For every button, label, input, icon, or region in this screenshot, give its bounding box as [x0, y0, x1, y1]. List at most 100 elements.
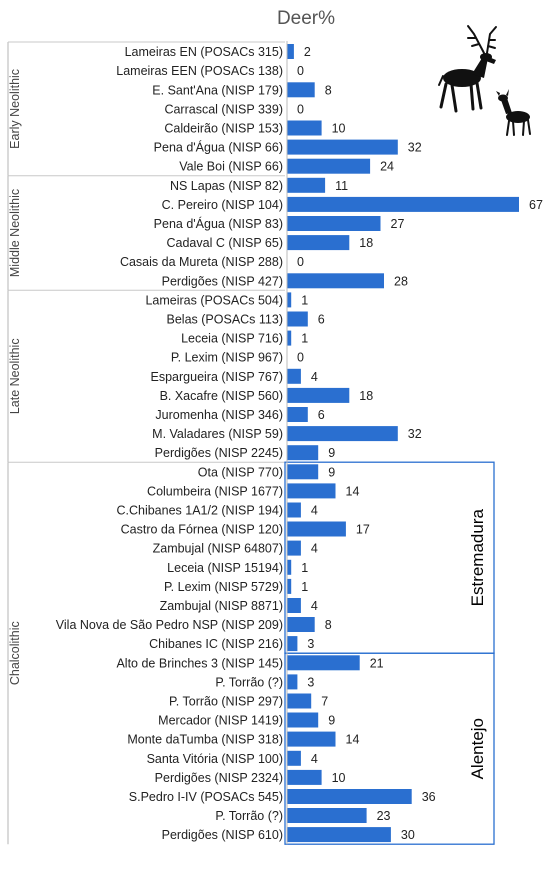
category-label: E. Sant'Ana (NISP 179)	[152, 83, 283, 97]
value-label: 0	[297, 255, 304, 269]
category-label: Perdigões (NISP 427)	[162, 274, 283, 288]
bar	[287, 464, 319, 480]
value-label: 11	[335, 179, 348, 193]
category-label: Castro da Fórnea (NISP 120)	[121, 523, 283, 537]
bar	[287, 578, 292, 594]
bar	[287, 693, 312, 709]
bar	[287, 177, 326, 193]
value-label: 32	[408, 427, 422, 441]
value-label: 1	[301, 580, 308, 594]
category-label: Lameiras EEN (POSACs 138)	[116, 64, 283, 78]
category-label: Cadaval C (NISP 65)	[167, 236, 284, 250]
period-label: Early Neolithic	[8, 69, 22, 149]
region-label: Alentejo	[468, 718, 487, 779]
bar	[287, 674, 298, 690]
category-label: P. Lexim (NISP 967)	[171, 351, 283, 365]
value-label: 4	[311, 599, 318, 613]
category-label: Casais da Mureta (NISP 288)	[120, 255, 283, 269]
value-label: 24	[380, 160, 394, 174]
bar	[287, 387, 350, 403]
value-labels: 2080103224116727180281610418632991441741…	[297, 45, 543, 842]
bar	[287, 426, 398, 442]
value-label: 14	[346, 484, 360, 498]
bar	[287, 368, 301, 384]
category-label: Perdigões (NISP 2245)	[155, 446, 283, 460]
bar	[287, 808, 367, 823]
category-label: P. Lexim (NISP 5729)	[164, 580, 283, 594]
category-label: B. Xacafre (NISP 560)	[160, 389, 283, 403]
bar	[287, 44, 294, 59]
value-label: 0	[297, 351, 304, 365]
value-label: 28	[394, 274, 408, 288]
bar	[287, 292, 292, 308]
category-label: Juromenha (NISP 346)	[155, 408, 283, 422]
value-label: 1	[301, 561, 308, 575]
value-label: 4	[311, 504, 318, 518]
value-label: 67	[529, 198, 543, 212]
value-label: 9	[328, 465, 335, 479]
value-label: 1	[301, 332, 308, 346]
region-box	[284, 652, 495, 845]
bar	[287, 483, 336, 499]
category-label: Leceia (NISP 716)	[181, 332, 283, 346]
category-label: Espargueira (NISP 767)	[151, 370, 283, 384]
category-label: Zambujal (NISP 8871)	[160, 599, 283, 613]
bar	[287, 712, 319, 728]
value-label: 27	[391, 217, 405, 231]
bar	[287, 445, 319, 461]
category-label: Caldeirão (NISP 153)	[164, 121, 283, 135]
category-label: P. Torrão (NISP 297)	[169, 695, 283, 709]
bar	[287, 273, 384, 289]
bar	[287, 196, 519, 212]
category-label: Alto de Brinches 3 (NISP 145)	[116, 656, 283, 670]
category-labels: Lameiras EN (POSACs 315) Lameiras EEN (PO…	[56, 45, 283, 842]
category-label: P. Torrão (?)	[215, 809, 283, 823]
value-label: 3	[307, 675, 314, 689]
bar	[287, 311, 308, 327]
bar	[287, 82, 315, 98]
period-brackets: Early Neolithic Middle Neolithic Late Neol…	[7, 41, 285, 845]
value-label: 10	[332, 121, 346, 135]
bar	[287, 521, 346, 537]
category-label: Perdigões (NISP 610)	[162, 828, 283, 842]
bar	[287, 559, 292, 575]
value-label: 3	[307, 637, 314, 651]
bar	[287, 750, 301, 766]
value-label: 21	[370, 656, 384, 670]
bar	[287, 235, 350, 251]
category-label: Zambujal (NISP 64807)	[153, 542, 283, 556]
bar	[287, 502, 301, 518]
category-label: Santa Vitória (NISP 100)	[147, 752, 283, 766]
period-label: Chalcolithic	[8, 621, 22, 685]
value-label: 10	[332, 771, 346, 785]
category-label: Lameiras EN (POSACs 315)	[125, 45, 283, 59]
category-label: P. Torrão (?)	[215, 675, 283, 689]
bar	[287, 617, 315, 632]
value-label: 36	[422, 790, 436, 804]
bar	[287, 120, 322, 136]
category-label: NS Lapas (NISP 82)	[170, 179, 283, 193]
region-boxes: Estremadura Alentejo	[284, 461, 495, 845]
category-label: Chibanes IC (NISP 216)	[149, 637, 283, 651]
bar	[287, 407, 308, 422]
value-label: 17	[356, 523, 370, 537]
category-label: Ota (NISP 770)	[198, 465, 283, 479]
bar	[287, 139, 398, 155]
category-label: M. Valadares (NISP 59)	[152, 427, 283, 441]
bar	[287, 540, 301, 556]
category-label: Leceia (NISP 15194)	[167, 561, 283, 575]
value-label: 8	[325, 618, 332, 632]
value-label: 23	[377, 809, 391, 823]
value-label: 6	[318, 408, 325, 422]
value-label: 18	[359, 236, 373, 250]
category-label: Lameiras (POSACs 504)	[145, 293, 283, 307]
bar	[287, 216, 381, 231]
bar	[287, 158, 371, 174]
value-label: 18	[359, 389, 373, 403]
value-label: 0	[297, 102, 304, 116]
category-label: C. Pereiro (NISP 104)	[162, 198, 283, 212]
bar	[287, 731, 336, 747]
bar	[287, 636, 298, 652]
period-label: Middle Neolithic	[8, 189, 22, 277]
